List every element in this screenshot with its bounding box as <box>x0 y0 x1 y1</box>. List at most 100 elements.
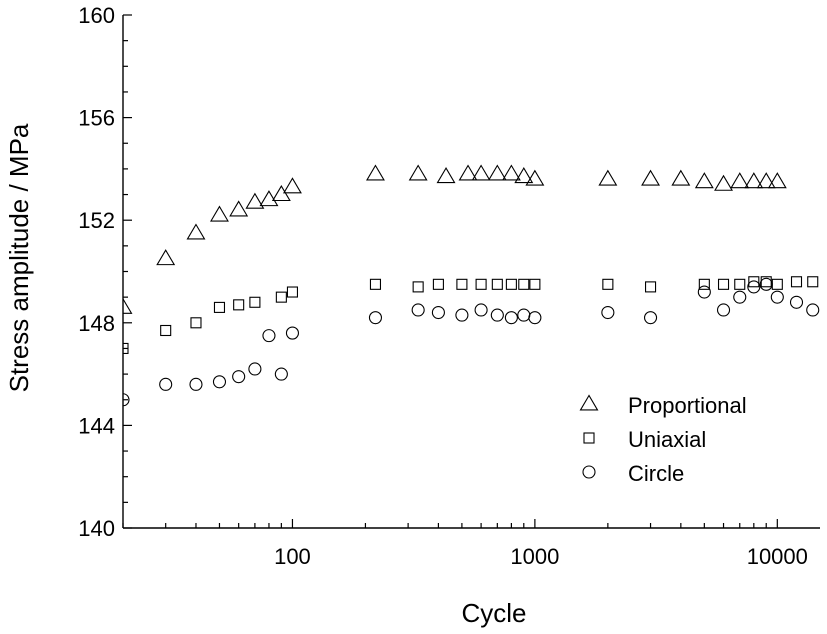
legend-item-circle: Circle <box>582 461 684 486</box>
square-marker <box>529 278 541 290</box>
plot-frame <box>122 15 820 529</box>
square-marker <box>518 278 530 290</box>
circle-marker <box>789 295 804 309</box>
square-marker <box>602 278 614 290</box>
triangle-marker <box>123 297 133 314</box>
square-marker <box>717 278 730 290</box>
y-tick-label: 152 <box>78 208 115 233</box>
square-marker <box>505 278 517 290</box>
triangle-marker <box>714 174 733 191</box>
circle-marker <box>123 393 130 407</box>
square-marker <box>790 276 803 288</box>
square-marker <box>369 278 382 290</box>
triangle-marker <box>229 200 249 217</box>
square-marker <box>213 301 226 313</box>
x-tick-label: 1000 <box>510 544 559 569</box>
circle-marker <box>490 308 504 322</box>
triangle-marker <box>514 167 534 184</box>
x-tick-label: 10000 <box>747 544 808 569</box>
triangle-marker <box>458 164 478 181</box>
legend-item-proportional: Proportional <box>579 393 747 418</box>
square-marker <box>160 324 172 337</box>
triangle-marker <box>641 169 661 186</box>
circle-marker <box>411 303 425 317</box>
triangle-marker <box>186 223 206 240</box>
legend-label: Circle <box>628 461 684 486</box>
triangle-marker <box>471 164 491 181</box>
square-marker <box>412 281 424 293</box>
data-markers <box>123 164 820 407</box>
circle-marker <box>189 377 203 391</box>
triangle-marker <box>436 167 456 184</box>
square-marker <box>771 278 783 290</box>
triangle-marker <box>744 172 764 189</box>
triangle-marker <box>408 164 428 181</box>
triangle-marker <box>487 164 507 181</box>
square-marker <box>748 276 760 288</box>
legend-label: Proportional <box>628 393 747 418</box>
legend-item-uniaxial: Uniaxial <box>583 427 706 452</box>
circle-marker <box>474 303 488 317</box>
y-tick-label: 140 <box>78 516 115 541</box>
circle-marker <box>159 377 173 391</box>
square-marker <box>456 278 468 290</box>
circle-marker <box>248 362 262 376</box>
circle-marker <box>759 277 773 291</box>
x-tick-label: 100 <box>274 544 311 569</box>
circle-marker <box>517 308 531 322</box>
circle-marker <box>697 285 711 299</box>
circle-marker <box>368 311 383 325</box>
triangle-legend-marker <box>579 394 599 411</box>
circle-marker <box>274 367 288 381</box>
triangle-marker <box>756 172 776 189</box>
circle-marker <box>431 305 445 320</box>
triangle-marker <box>366 164 385 181</box>
triangle-marker <box>671 169 691 186</box>
y-tick-label: 156 <box>78 106 115 131</box>
circle-marker <box>285 326 300 340</box>
triangle-marker <box>501 164 521 181</box>
triangle-marker <box>694 172 714 189</box>
square-marker <box>233 299 245 311</box>
square-marker <box>286 286 299 298</box>
circle-marker <box>747 280 761 294</box>
square-legend-marker <box>583 432 595 444</box>
square-marker <box>491 278 503 290</box>
circle-marker <box>232 370 246 384</box>
circle-marker <box>733 290 747 304</box>
series-proportional <box>123 164 787 314</box>
circle-marker <box>643 311 658 325</box>
square-marker <box>734 278 746 290</box>
square-marker <box>807 276 819 288</box>
square-marker <box>123 342 129 355</box>
circle-marker <box>601 305 615 320</box>
circle-marker <box>806 303 820 317</box>
triangle-marker <box>282 177 302 194</box>
square-marker <box>475 278 487 290</box>
triangle-marker <box>598 169 618 186</box>
y-tick-label: 160 <box>78 3 115 28</box>
y-axis-title: Stress amplitude / MPa <box>4 123 34 392</box>
circle-marker <box>716 303 731 317</box>
circle-marker <box>262 329 276 343</box>
series-circle <box>123 277 820 407</box>
triangle-marker <box>156 249 176 266</box>
circle-marker <box>770 290 784 304</box>
square-marker <box>190 317 202 329</box>
square-marker <box>644 281 657 293</box>
circle-marker <box>504 311 518 325</box>
y-axis-ticks: 140 144 148 152 156 160 <box>78 3 132 541</box>
legend: Proportional Uniaxial Circle <box>579 393 747 486</box>
legend-label: Uniaxial <box>628 427 706 452</box>
triangle-marker <box>259 190 279 207</box>
triangle-marker <box>730 172 750 189</box>
square-marker <box>698 278 710 290</box>
square-marker <box>432 278 444 290</box>
y-tick-label: 148 <box>78 311 115 336</box>
x-axis-ticks: 100 1000 10000 <box>122 519 808 569</box>
circle-legend-marker <box>582 465 596 479</box>
triangle-marker <box>525 169 545 186</box>
y-tick-label: 144 <box>78 413 115 438</box>
circle-marker <box>528 311 542 325</box>
